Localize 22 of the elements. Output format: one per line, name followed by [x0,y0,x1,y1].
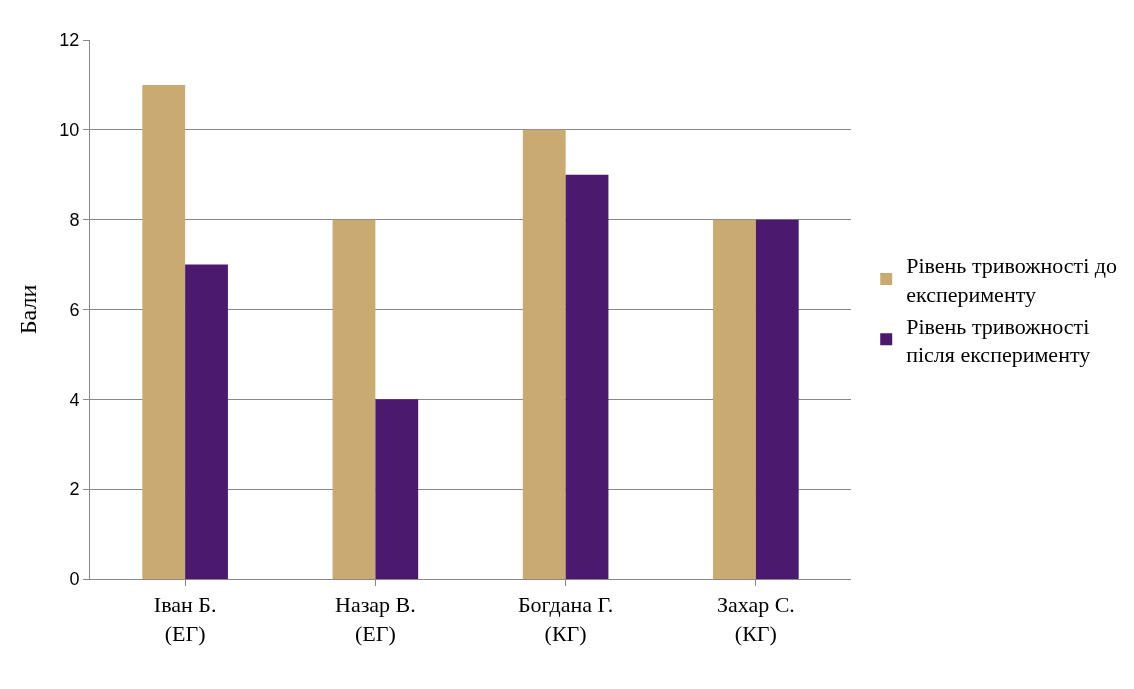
x-tick-label: Іван Б. (ЕГ) [153,592,217,646]
y-tick-label: 12 [59,30,80,51]
y-tick-label: 8 [69,209,80,230]
bar [755,219,799,579]
bar [565,174,609,579]
y-tick-label: 2 [69,479,80,500]
y-tick-label: 6 [69,299,80,320]
bar [332,219,376,579]
legend-label: Рівень тривожності після експерименту [906,313,1091,368]
y-tick-label: 0 [69,569,80,590]
x-tick-label: Богдана Г. (КГ) [517,592,614,646]
x-tick-label: Назар В. (ЕГ) [334,592,416,646]
y-axis-title: Бали [15,284,42,335]
bar [713,219,756,579]
bar [375,399,419,579]
bar [522,129,566,579]
legend-label: Рівень тривожності до експерименту [906,253,1117,307]
bar [185,264,228,579]
x-tick-label: Захар С. (КГ) [716,592,795,646]
y-tick-label: 4 [69,389,80,410]
bar [142,84,186,579]
y-tick-label: 10 [59,120,80,141]
